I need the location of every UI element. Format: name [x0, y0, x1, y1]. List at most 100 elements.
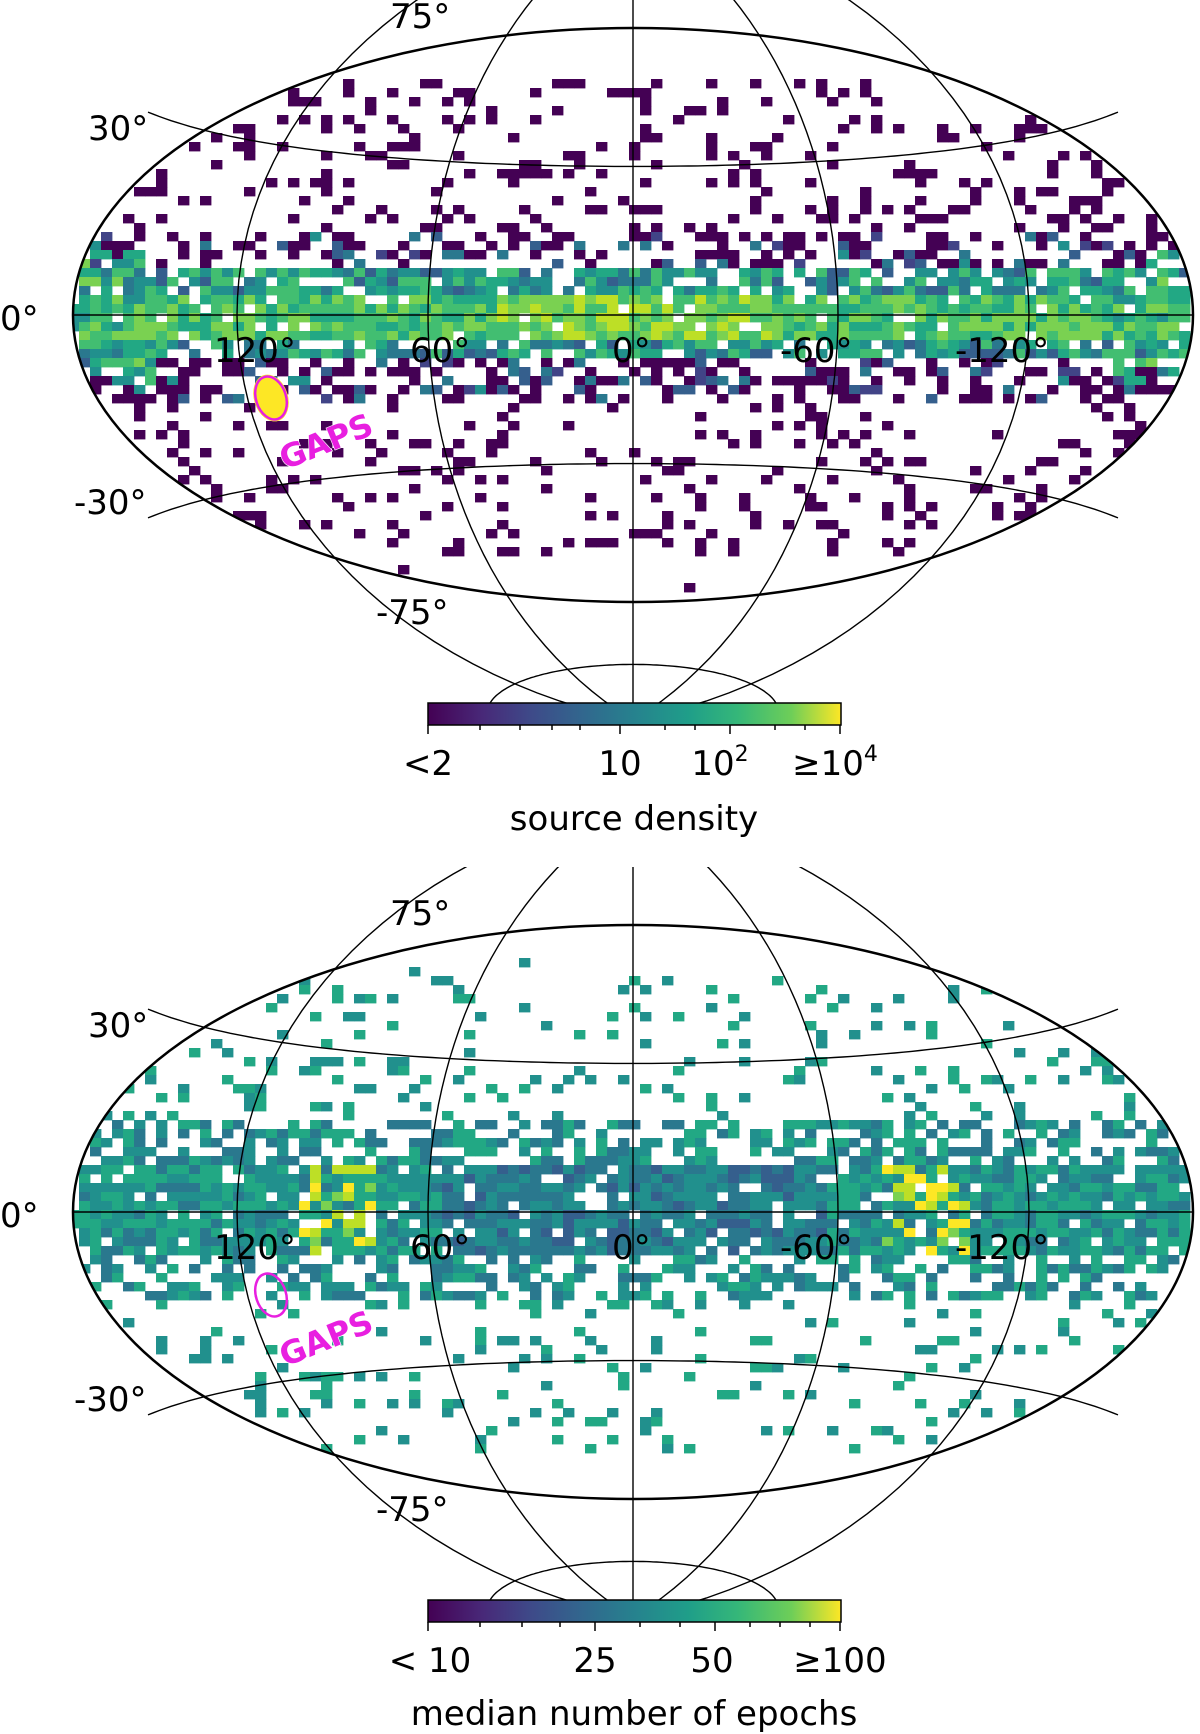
sky-pixel — [464, 1030, 476, 1040]
sky-pixel — [783, 1165, 795, 1175]
sky-pixel — [937, 232, 949, 242]
sky-pixel — [101, 1156, 113, 1166]
sky-pixel — [838, 295, 850, 305]
sky-pixel — [893, 394, 905, 404]
sky-pixel — [1102, 1165, 1114, 1175]
sky-pixel — [1113, 1183, 1125, 1193]
sky-pixel — [695, 331, 707, 341]
sky-pixel — [1058, 358, 1070, 368]
sky-pixel — [1157, 1192, 1169, 1202]
sky-pixel — [211, 1165, 223, 1175]
sky-pixel — [1179, 340, 1191, 350]
sky-pixel — [574, 1174, 586, 1184]
sky-pixel — [640, 349, 652, 359]
sky-pixel — [321, 151, 333, 161]
sky-pixel — [1069, 1291, 1081, 1301]
sky-pixel — [706, 133, 718, 143]
sky-pixel — [354, 385, 366, 395]
sky-pixel — [112, 358, 124, 368]
sky-pixel — [1036, 1228, 1048, 1238]
sky-pixel — [497, 1390, 509, 1400]
sky-pixel — [1047, 169, 1059, 179]
sky-pixel — [156, 349, 168, 359]
sky-pixel — [409, 1183, 421, 1193]
sky-pixel — [145, 1066, 157, 1076]
sky-pixel — [464, 268, 476, 278]
sky-pixel — [695, 1183, 707, 1193]
sky-pixel — [189, 466, 201, 476]
sky-pixel — [915, 322, 927, 332]
sky-pixel — [574, 1255, 586, 1265]
sky-pixel — [849, 1255, 861, 1265]
sky-pixel — [1025, 1138, 1037, 1148]
sky-pixel — [321, 1039, 333, 1049]
sky-pixel — [695, 1219, 707, 1229]
sky-pixel — [332, 385, 344, 395]
sky-pixel — [222, 1129, 234, 1139]
sky-pixel — [772, 1363, 784, 1373]
sky-pixel — [123, 1129, 135, 1139]
sky-pixel — [816, 1282, 828, 1292]
sky-pixel — [321, 1291, 333, 1301]
sky-pixel — [618, 1300, 630, 1310]
sky-pixel — [1113, 214, 1125, 224]
sky-pixel — [497, 385, 509, 395]
sky-pixel — [783, 304, 795, 314]
sky-pixel — [200, 1228, 212, 1238]
sky-pixel — [981, 286, 993, 296]
sky-pixel — [607, 1030, 619, 1040]
sky-pixel — [90, 250, 102, 260]
sky-pixel — [453, 547, 465, 557]
sky-pixel — [596, 1183, 608, 1193]
sky-pixel — [651, 1336, 663, 1346]
sky-pixel — [167, 1174, 179, 1184]
sky-pixel — [827, 97, 839, 107]
sky-pixel — [398, 124, 410, 134]
sky-pixel — [1047, 322, 1059, 332]
sky-pixel — [519, 1165, 531, 1175]
sky-pixel — [508, 277, 520, 287]
sky-pixel — [332, 1336, 344, 1346]
sky-pixel — [948, 1192, 960, 1202]
sky-pixel — [629, 223, 641, 233]
sky-pixel — [959, 358, 971, 368]
sky-pixel — [794, 349, 806, 359]
sky-pixel — [871, 1174, 883, 1184]
sky-pixel — [937, 340, 949, 350]
sky-pixel — [728, 1390, 740, 1400]
sky-pixel — [145, 295, 157, 305]
sky-pixel — [376, 349, 388, 359]
sky-pixel — [244, 1219, 256, 1229]
sky-pixel — [90, 1129, 102, 1139]
sky-pixel — [332, 1165, 344, 1175]
sky-pixel — [508, 1336, 520, 1346]
sky-pixel — [783, 331, 795, 341]
sky-pixel — [321, 1228, 333, 1238]
sky-pixel — [1025, 1291, 1037, 1301]
sky-pixel — [1036, 232, 1048, 242]
sky-pixel — [750, 511, 762, 521]
sky-pixel — [255, 358, 267, 368]
sky-pixel — [497, 1291, 509, 1301]
sky-pixel — [783, 1237, 795, 1247]
sky-pixel — [1058, 376, 1070, 386]
sky-pixel — [717, 97, 729, 107]
sky-pixel — [354, 277, 366, 287]
sky-pixel — [1091, 1228, 1103, 1238]
sky-pixel — [937, 1228, 949, 1238]
sky-pixel — [915, 457, 927, 467]
sky-pixel — [420, 1120, 432, 1130]
sky-pixel — [541, 547, 553, 557]
sky-pixel — [992, 1282, 1004, 1292]
sky-pixel — [1058, 241, 1070, 251]
sky-pixel — [640, 232, 652, 242]
sky-pixel — [794, 1273, 806, 1283]
sky-pixel — [893, 1192, 905, 1202]
sky-pixel — [541, 376, 553, 386]
sky-pixel — [1069, 1165, 1081, 1175]
sky-pixel — [959, 1183, 971, 1193]
sky-pixel — [299, 295, 311, 305]
sky-pixel — [1157, 286, 1169, 296]
sky-pixel — [959, 1399, 971, 1409]
sky-pixel — [673, 457, 685, 467]
